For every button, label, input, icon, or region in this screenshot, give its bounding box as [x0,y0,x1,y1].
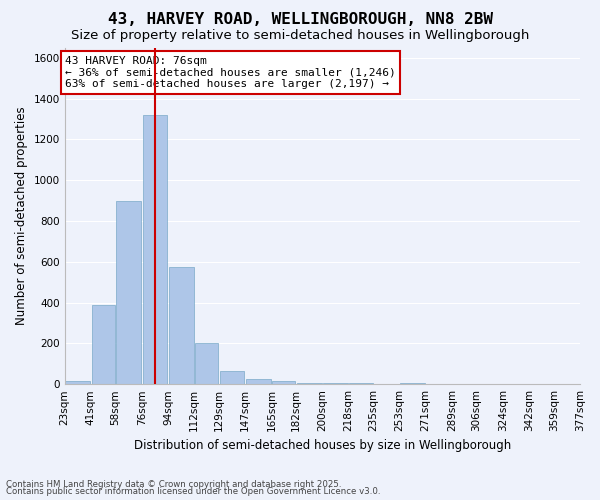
Bar [65,381,90,384]
Bar [220,371,244,384]
Text: 43, HARVEY ROAD, WELLINGBOROUGH, NN8 2BW: 43, HARVEY ROAD, WELLINGBOROUGH, NN8 2BW [107,12,493,28]
X-axis label: Distribution of semi-detached houses by size in Wellingborough: Distribution of semi-detached houses by … [134,440,511,452]
Bar [400,383,425,384]
Bar [349,383,373,384]
Bar [195,344,218,384]
Bar [297,383,322,384]
Text: Contains public sector information licensed under the Open Government Licence v3: Contains public sector information licen… [6,488,380,496]
Y-axis label: Number of semi-detached properties: Number of semi-detached properties [15,106,28,325]
Bar [272,381,295,384]
Bar [246,379,271,384]
Bar [116,200,141,384]
Bar [143,115,167,384]
Text: 43 HARVEY ROAD: 76sqm
← 36% of semi-detached houses are smaller (1,246)
63% of s: 43 HARVEY ROAD: 76sqm ← 36% of semi-deta… [65,56,396,89]
Bar [169,267,193,384]
Bar [92,304,115,384]
Text: Contains HM Land Registry data © Crown copyright and database right 2025.: Contains HM Land Registry data © Crown c… [6,480,341,489]
Text: Size of property relative to semi-detached houses in Wellingborough: Size of property relative to semi-detach… [71,29,529,42]
Bar [323,383,348,384]
